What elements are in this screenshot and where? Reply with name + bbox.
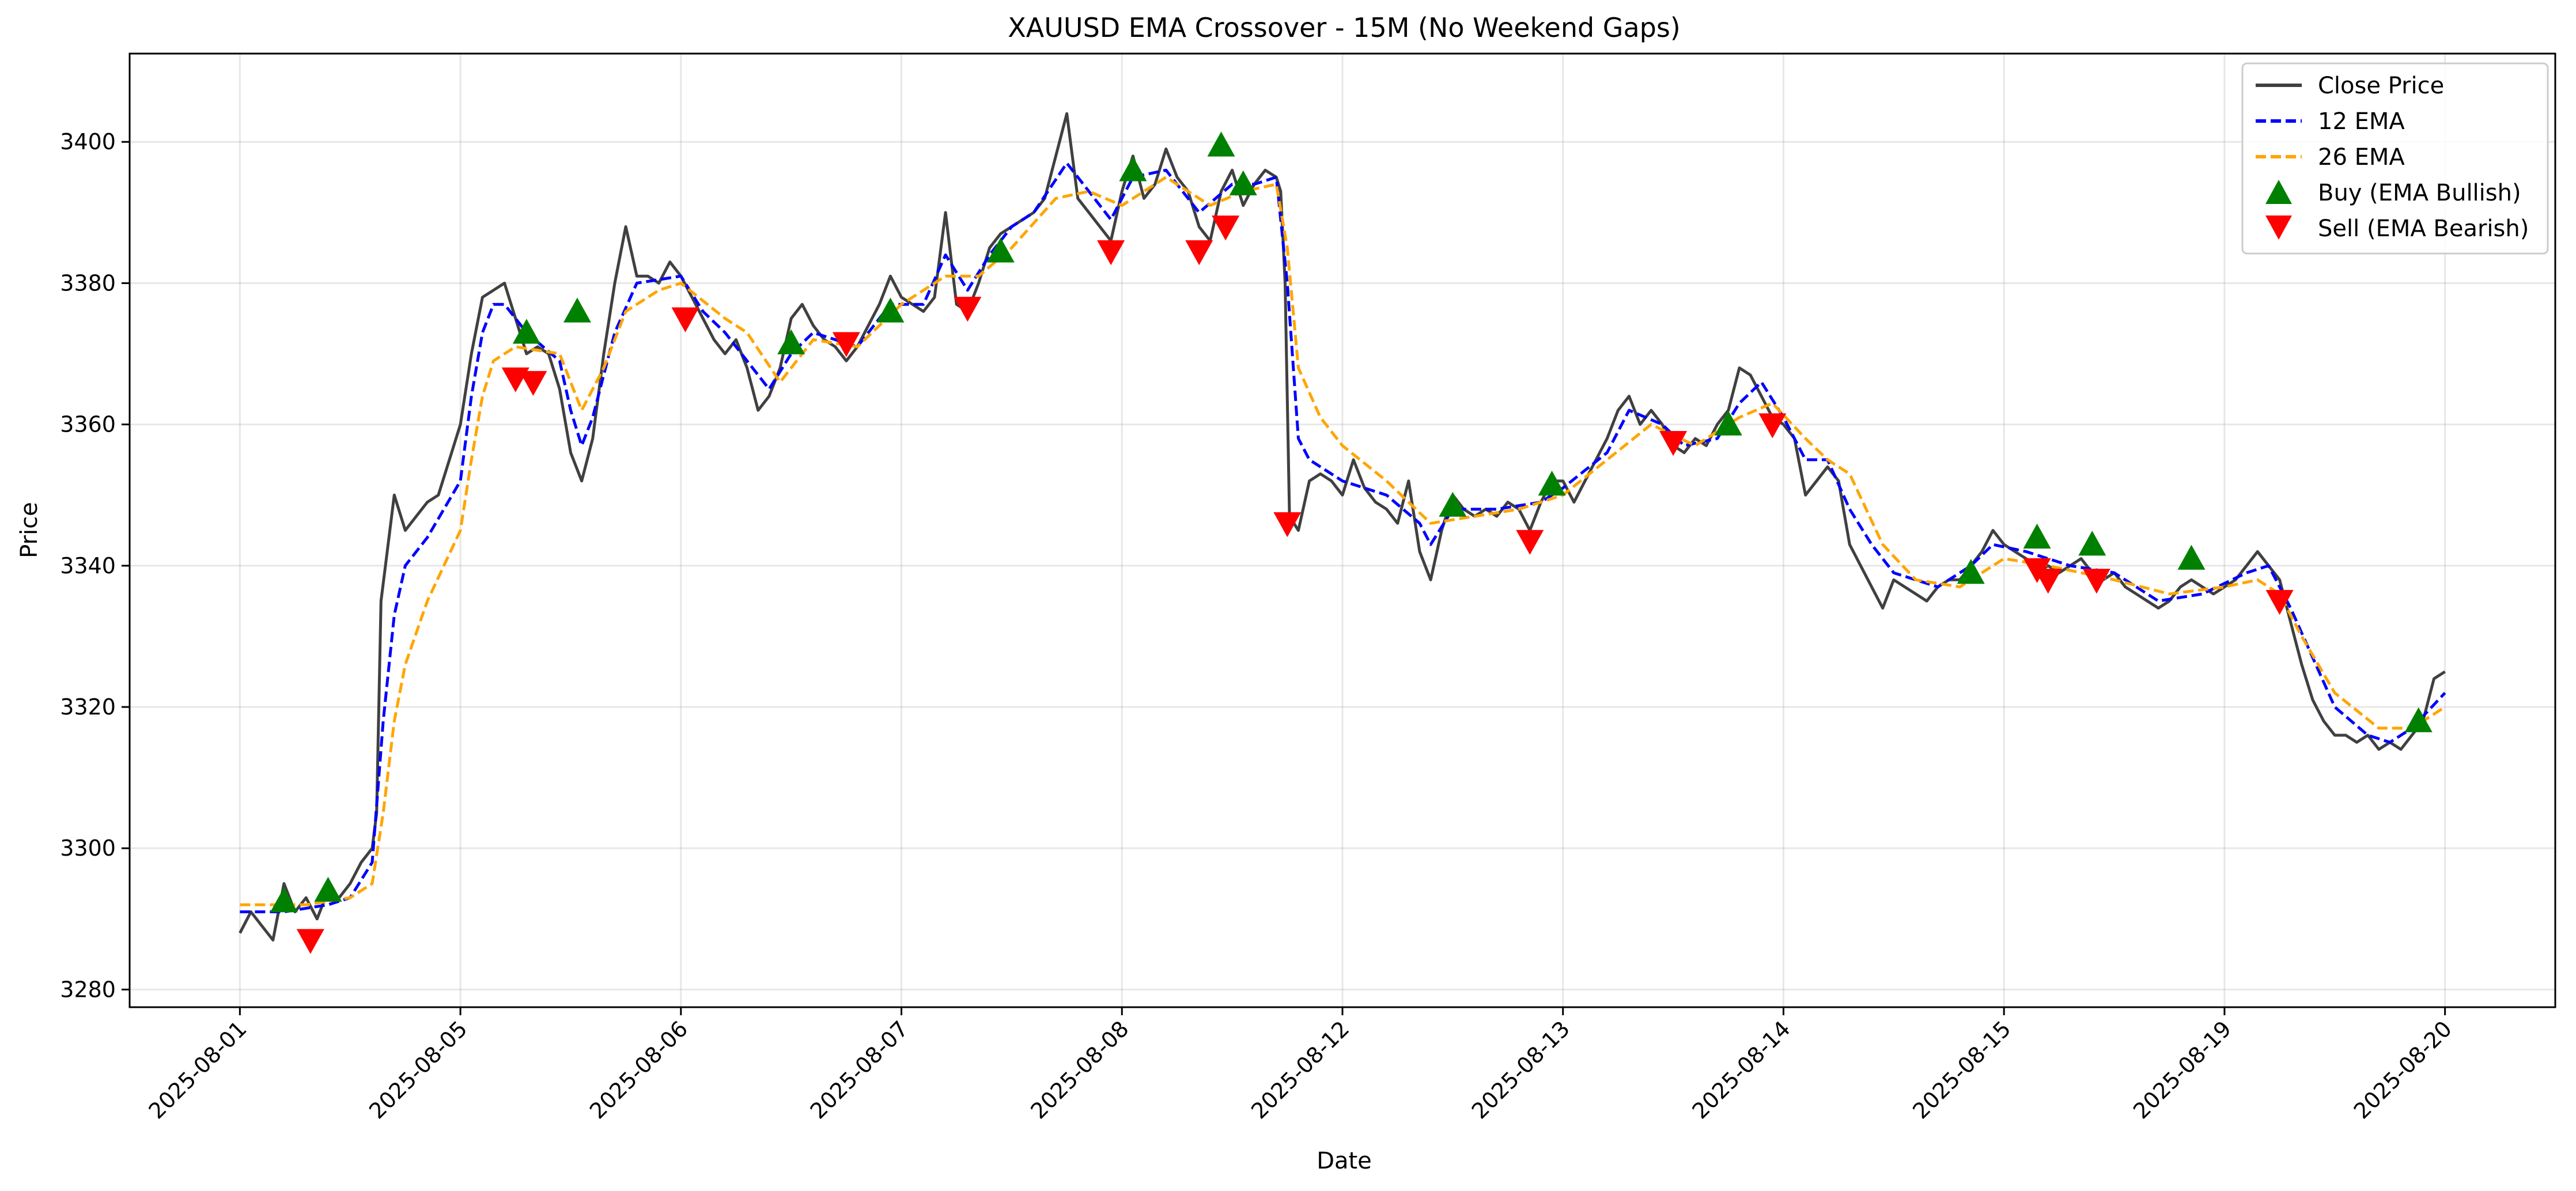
- sell-signal-marker: [1273, 512, 1302, 538]
- y-tick-label: 3400: [60, 129, 116, 154]
- sell-signal-marker: [1516, 530, 1544, 555]
- buy-signal-marker: [2404, 707, 2433, 732]
- buy-signal-marker: [876, 297, 905, 323]
- sell-signal-marker: [1758, 413, 1787, 438]
- buy-signal-marker: [1957, 559, 1985, 584]
- sell-signal-marker: [832, 332, 860, 357]
- y-tick-label: 3380: [60, 270, 116, 296]
- legend-sell-label: Sell (EMA Bearish): [2318, 215, 2529, 242]
- buy-signal-marker: [1714, 410, 1742, 436]
- buy-signal-marker: [777, 329, 805, 354]
- x-axis-title: Date: [1317, 1148, 1372, 1174]
- y-axis-ticks: 3280 3300 3320 3340 3360 3380 3400: [60, 129, 130, 1002]
- legend: Close Price 12 EMA 26 EMA Buy (EMA Bulli…: [2241, 62, 2549, 255]
- sell-signal-marker: [2082, 569, 2110, 594]
- y-tick-label: 3300: [60, 835, 116, 861]
- sell-signal-marker: [2265, 589, 2294, 615]
- sell-signal-marker: [671, 307, 699, 332]
- sell-signal-marker: [519, 370, 547, 396]
- buy-signal-marker: [1119, 156, 1147, 182]
- buy-signal-marker: [512, 319, 540, 344]
- legend-ema26-label: 26 EMA: [2318, 144, 2405, 171]
- legend-sell-marker: [2265, 215, 2292, 240]
- plot-frame: [128, 52, 2556, 1008]
- y-tick-label: 3340: [60, 553, 116, 579]
- legend-ema12-label: 12 EMA: [2318, 108, 2405, 135]
- sell-signal-marker: [2034, 569, 2062, 594]
- buy-signal-marker: [270, 887, 298, 913]
- buy-signal-marker: [2177, 545, 2206, 570]
- buy-signal-marker: [1207, 131, 1235, 157]
- sell-signal-marker: [1097, 240, 1125, 266]
- legend-close-label: Close Price: [2318, 73, 2444, 99]
- sell-signal-marker: [1185, 240, 1213, 266]
- y-tick-label: 3320: [60, 694, 116, 720]
- sell-signal-marker: [1212, 215, 1240, 241]
- buy-signal-marker: [986, 237, 1015, 263]
- sell-signal-marker: [954, 297, 982, 322]
- legend-buy-label: Buy (EMA Bullish): [2318, 180, 2521, 206]
- grid-layer: [130, 54, 2555, 1007]
- buy-signal-marker: [1229, 170, 1257, 195]
- sell-signal-marker: [1659, 431, 1688, 456]
- buy-signal-marker: [1538, 470, 1566, 496]
- buy-signal-marker: [563, 297, 591, 323]
- legend-buy-marker: [2265, 180, 2292, 204]
- buy-signal-marker: [314, 876, 342, 902]
- sell-signal-marker: [296, 929, 324, 954]
- signal-markers: [270, 131, 2433, 954]
- y-axis-title: Price: [16, 502, 43, 558]
- chart-title: XAUUSD EMA Crossover - 15M (No Weekend G…: [1008, 12, 1681, 43]
- buy-signal-marker: [2078, 531, 2106, 556]
- buy-signal-marker: [2023, 523, 2051, 549]
- legend-box: [2241, 62, 2549, 255]
- y-tick-label: 3360: [60, 412, 116, 437]
- buy-signal-marker: [1439, 491, 1467, 517]
- y-tick-label: 3280: [60, 977, 116, 1002]
